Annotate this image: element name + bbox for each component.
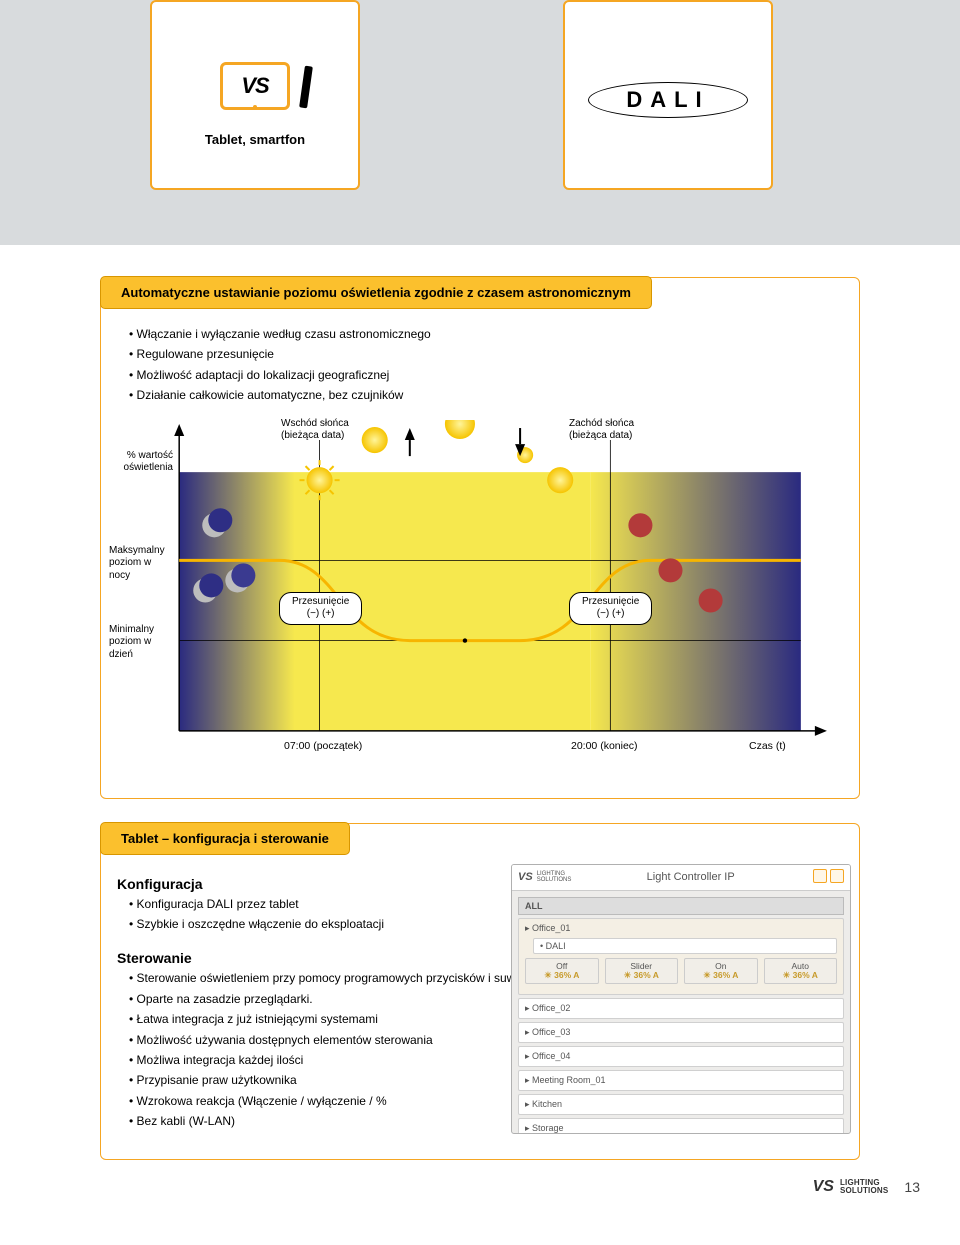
- tablet-box: VS Tablet, smartfon: [150, 0, 360, 190]
- ui-room-row[interactable]: ▸ Kitchen: [518, 1094, 844, 1115]
- ui-mode-button[interactable]: On☀ 36% A: [684, 958, 758, 985]
- list-item: Możliwość adaptacji do lokalizacji geogr…: [129, 365, 843, 385]
- offset-right: Przesunięcie (−) (+): [569, 592, 652, 625]
- grey-band: VS Tablet, smartfon DALI: [0, 0, 960, 245]
- offset-sub-r: (−) (+): [597, 608, 625, 619]
- ui-mode-button[interactable]: Off☀ 36% A: [525, 958, 599, 985]
- xtick-start: 07:00 (początek): [284, 740, 362, 752]
- ui-room-row[interactable]: ▸ Office_02: [518, 998, 844, 1019]
- ui-room-row[interactable]: ▸ Office_04: [518, 1046, 844, 1067]
- pen-icon: [299, 66, 313, 109]
- page-footer: VS LIGHTINGSOLUTIONS 13: [0, 1160, 960, 1208]
- ui-room-row[interactable]: ▸ Meeting Room_01: [518, 1070, 844, 1091]
- tablet-section: Tablet – konfiguracja i sterowanie Konfi…: [100, 823, 860, 1161]
- list-item: Włączanie i wyłączanie według czasu astr…: [129, 324, 843, 344]
- tablet-icon: VS: [220, 62, 290, 110]
- ui-title: Light Controller IP: [647, 871, 735, 883]
- ui-mode-button[interactable]: Slider☀ 36% A: [605, 958, 679, 985]
- day-min-label: Minimalnypoziom wdzień: [109, 624, 177, 662]
- offset-left: Przesunięcie (−) (+): [279, 592, 362, 625]
- xtick-time: Czas (t): [749, 740, 786, 752]
- ui-toolbar-icons[interactable]: [810, 869, 844, 886]
- astro-title-pill: Automatyczne ustawianie poziomu oświetle…: [100, 276, 652, 309]
- ui-mode-button[interactable]: Auto☀ 36% A: [764, 958, 838, 985]
- list-item: Regulowane przesunięcie: [129, 344, 843, 364]
- sunrise-label: Wschód słońca(bieżąca data): [281, 418, 391, 443]
- footer-logo: VS LIGHTINGSOLUTIONS: [813, 1178, 889, 1196]
- offset-sub-l: (−) (+): [307, 608, 335, 619]
- offset-label-r: Przesunięcie: [582, 596, 639, 607]
- dali-box: DALI: [563, 0, 773, 190]
- ui-screenshot: VS LIGHTINGSOLUTIONS Light Controller IP…: [511, 864, 851, 1134]
- y-axis-label: % wartośćoświetlenia: [115, 450, 173, 475]
- tablet-label: Tablet, smartfon: [152, 132, 358, 147]
- sunset-label: Zachód słońca(bieżąca data): [569, 418, 679, 443]
- ui-all-row[interactable]: ALL: [518, 897, 844, 915]
- ui-open-row[interactable]: ▸ Office_01 • DALI Off☀ 36% ASlider☀ 36%…: [518, 918, 844, 996]
- astro-chart: % wartośćoświetlenia Wschód słońca(bieżą…: [109, 420, 851, 780]
- footer-logo-sub: LIGHTINGSOLUTIONS: [840, 1179, 888, 1195]
- tablet-section-title: Tablet – konfiguracja i sterowanie: [100, 822, 350, 855]
- vs-logo: VS: [241, 73, 268, 98]
- xtick-end: 20:00 (koniec): [571, 740, 638, 752]
- page-number: 13: [904, 1179, 920, 1195]
- ui-room-row[interactable]: ▸ Office_03: [518, 1022, 844, 1043]
- astro-section: Automatyczne ustawianie poziomu oświetle…: [100, 277, 860, 799]
- ui-room-row[interactable]: ▸ Storage: [518, 1118, 844, 1133]
- astro-bullets: Włączanie i wyłączanie według czasu astr…: [101, 324, 859, 416]
- offset-label-l: Przesunięcie: [292, 596, 349, 607]
- night-max-label: Maksymalnypoziom wnocy: [109, 545, 177, 583]
- ui-logo-sub: LIGHTINGSOLUTIONS: [537, 871, 572, 883]
- ui-open-row-label: Office_01: [532, 923, 570, 933]
- dali-logo: DALI: [588, 82, 748, 118]
- ui-logo: VS: [518, 871, 533, 883]
- ui-dali-row[interactable]: • DALI: [533, 938, 837, 954]
- list-item: Działanie całkowicie automatyczne, bez c…: [129, 385, 843, 405]
- footer-logo-main: VS: [813, 1178, 834, 1196]
